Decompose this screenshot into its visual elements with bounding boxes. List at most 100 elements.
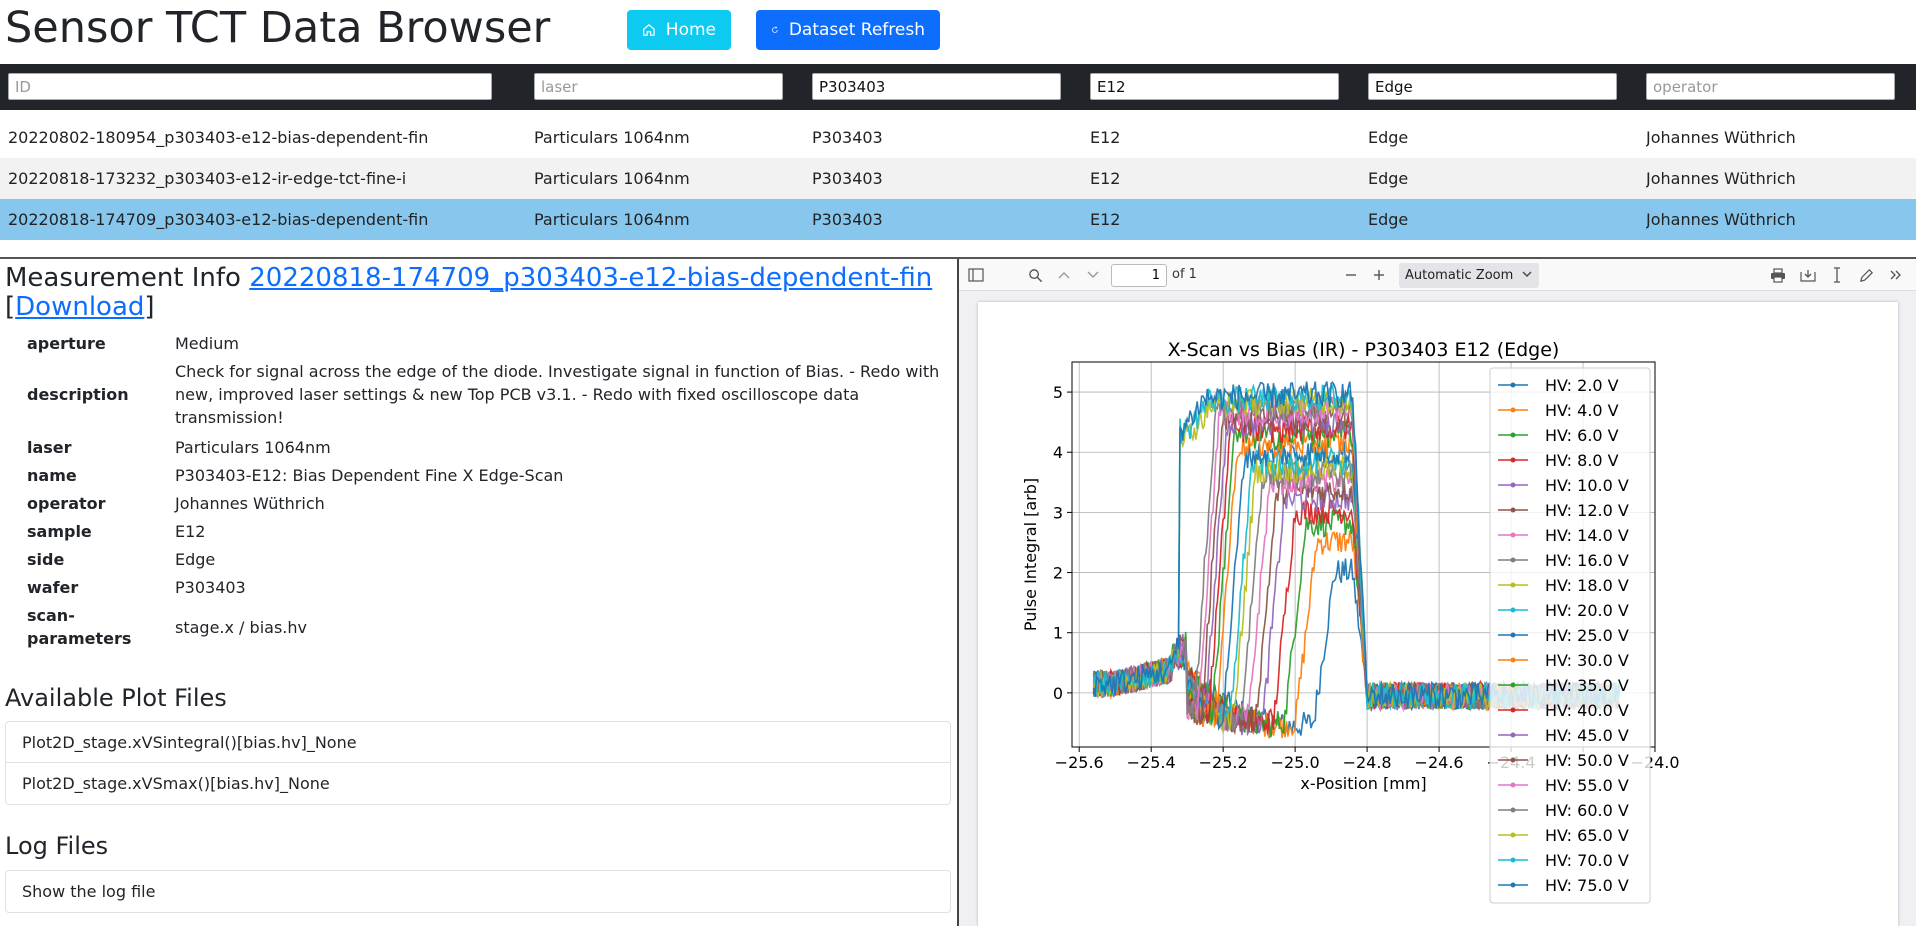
home-icon	[643, 24, 655, 36]
next-page-icon[interactable]	[1084, 266, 1102, 284]
horizontal-divider[interactable]	[0, 257, 1916, 259]
zoom-select[interactable]: Automatic Zoom	[1399, 263, 1539, 288]
info-key: aperture	[27, 334, 106, 353]
info-value: E12	[175, 522, 206, 541]
legend-entry: HV: 8.0 V	[1545, 451, 1619, 470]
cell-wafer: P303403	[812, 210, 883, 229]
plot-files-list: Plot2D_stage.xVSintegral()[bias.hv]_None…	[5, 721, 951, 805]
chart: −25.6−25.4−25.2−25.0−24.8−24.6−24.4−24.0…	[1021, 339, 1680, 904]
x-tick-label: −25.0	[1271, 753, 1320, 772]
legend-entry: HV: 60.0 V	[1545, 801, 1629, 820]
show-log-file-item[interactable]: Show the log file	[22, 882, 156, 901]
table-row[interactable]: 20220818-173232_p303403-e12-ir-edge-tct-…	[0, 158, 1916, 199]
legend-swatch-marker	[1510, 407, 1516, 413]
refresh-icon	[772, 26, 778, 33]
search-icon[interactable]	[1026, 266, 1044, 284]
measurement-link[interactable]: 20220818-174709_p303403-e12-bias-depende…	[249, 263, 933, 293]
info-key: side	[27, 550, 65, 569]
cell-operator: Johannes Wüthrich	[1646, 128, 1796, 147]
plot-file-item[interactable]: Plot2D_stage.xVSmax()[bias.hv]_None	[22, 774, 330, 793]
more-tools-icon[interactable]	[1887, 266, 1905, 284]
legend-swatch-marker	[1510, 732, 1516, 738]
legend-entry: HV: 16.0 V	[1545, 551, 1629, 570]
filter-wafer-input[interactable]	[812, 73, 1061, 100]
plot-frame	[1071, 361, 1656, 748]
legend-swatch-marker	[1510, 857, 1516, 863]
legend-entry: HV: 12.0 V	[1545, 501, 1629, 520]
filter-operator-input[interactable]	[1646, 73, 1895, 100]
legend-entry: HV: 70.0 V	[1545, 851, 1629, 870]
legend-swatch-marker	[1510, 707, 1516, 713]
legend-swatch-marker	[1510, 882, 1516, 888]
filter-sample-input[interactable]	[1090, 73, 1339, 100]
legend-swatch-marker	[1510, 432, 1516, 438]
home-button[interactable]: Home	[627, 10, 731, 50]
cell-id: 20220818-173232_p303403-e12-ir-edge-tct-…	[8, 169, 407, 188]
info-key: description	[27, 385, 129, 404]
download-line: [Download]	[5, 292, 155, 322]
dataset-refresh-button[interactable]: Dataset Refresh	[756, 10, 940, 50]
measurement-heading-text: Measurement Info	[5, 263, 241, 293]
info-value: Medium	[175, 334, 239, 353]
page-count: of 1	[1172, 267, 1197, 282]
cell-laser: Particulars 1064nm	[534, 169, 690, 188]
x-axis-label: x-Position [mm]	[1300, 774, 1426, 793]
header: Sensor TCT Data Browser Home Dataset Ref…	[0, 0, 1916, 64]
cell-side: Edge	[1368, 128, 1409, 147]
legend-swatch-marker	[1510, 782, 1516, 788]
legend-entry: HV: 35.0 V	[1545, 676, 1629, 695]
cell-laser: Particulars 1064nm	[534, 128, 690, 147]
info-value: Check for signal across the edge of the …	[175, 362, 940, 427]
table-row[interactable]: 20220802-180954_p303403-e12-bias-depende…	[0, 117, 1916, 158]
bracket-open: [	[5, 292, 16, 322]
plot-file-item[interactable]: Plot2D_stage.xVSintegral()[bias.hv]_None	[6, 722, 950, 763]
legend-swatch-marker	[1510, 632, 1516, 638]
vertical-divider[interactable]	[957, 259, 959, 926]
filter-laser-input[interactable]	[534, 73, 783, 100]
y-tick-label: 1	[1053, 624, 1063, 643]
dataset-refresh-label: Dataset Refresh	[788, 20, 925, 40]
cell-sample: E12	[1090, 210, 1121, 229]
table-row-selected[interactable]: 20220818-174709_p303403-e12-bias-depende…	[0, 199, 1916, 240]
measurement-panel: Measurement Info 20220818-174709_p303403…	[0, 259, 957, 926]
previous-page-icon[interactable]	[1055, 266, 1073, 284]
pen-icon[interactable]	[1857, 266, 1875, 284]
cell-side: Edge	[1368, 210, 1409, 229]
download-icon[interactable]	[1799, 266, 1817, 284]
filter-bar	[0, 64, 1916, 110]
y-tick-label: 2	[1053, 564, 1063, 583]
filter-id-input[interactable]	[8, 73, 492, 100]
cell-wafer: P303403	[812, 128, 883, 147]
info-value: Edge	[175, 550, 216, 569]
log-files-heading: Log Files	[5, 832, 109, 860]
legend-swatch-marker	[1510, 657, 1516, 663]
print-icon[interactable]	[1769, 266, 1787, 284]
plot-files-heading: Available Plot Files	[5, 684, 227, 712]
log-files-list: Show the log file	[5, 870, 951, 913]
info-key: scan- parameters	[27, 606, 132, 648]
x-tick-label: −25.6	[1055, 753, 1104, 772]
info-value: P303403-E12: Bias Dependent Fine X Edge-…	[175, 466, 564, 485]
filter-side-input[interactable]	[1368, 73, 1617, 100]
sidebar-toggle-icon[interactable]	[967, 266, 985, 284]
legend-swatch-marker	[1510, 532, 1516, 538]
y-tick-label: 4	[1053, 443, 1063, 462]
zoom-in-icon[interactable]	[1370, 266, 1388, 284]
chevron-down-icon	[1521, 263, 1533, 288]
info-value: Johannes Wüthrich	[175, 494, 325, 513]
cell-side: Edge	[1368, 169, 1409, 188]
legend-entry: HV: 18.0 V	[1545, 576, 1629, 595]
measurement-heading: Measurement Info 20220818-174709_p303403…	[5, 263, 932, 293]
text-cursor-icon[interactable]	[1828, 266, 1846, 284]
legend-entry: HV: 30.0 V	[1545, 651, 1629, 670]
cell-wafer: P303403	[812, 169, 883, 188]
legend-entry: HV: 45.0 V	[1545, 726, 1629, 745]
zoom-out-icon[interactable]	[1342, 266, 1360, 284]
legend-entry: HV: 14.0 V	[1545, 526, 1629, 545]
x-tick-label: −25.4	[1127, 753, 1176, 772]
app-title: Sensor TCT Data Browser	[5, 3, 551, 53]
download-link[interactable]: Download	[15, 292, 145, 322]
cell-sample: E12	[1090, 128, 1121, 147]
cell-sample: E12	[1090, 169, 1121, 188]
page-number-input[interactable]	[1111, 264, 1167, 287]
